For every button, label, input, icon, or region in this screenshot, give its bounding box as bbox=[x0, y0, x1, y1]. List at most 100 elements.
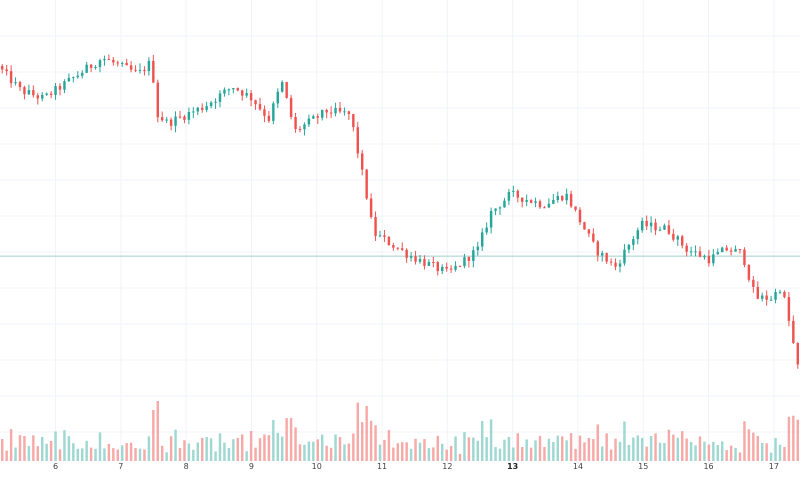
candle-body bbox=[583, 222, 586, 230]
candle-body bbox=[521, 197, 524, 202]
volume-bar bbox=[512, 447, 515, 461]
candle-body bbox=[734, 249, 737, 252]
candle-body bbox=[587, 229, 591, 234]
volume-bar bbox=[765, 443, 768, 461]
volume-bar bbox=[618, 441, 622, 461]
candle-body bbox=[432, 262, 435, 264]
volume-bar bbox=[418, 442, 422, 461]
volume-bar bbox=[1, 438, 4, 461]
candle-body bbox=[698, 251, 702, 257]
candle-body bbox=[103, 59, 106, 61]
candle-body bbox=[578, 209, 582, 223]
candle-body bbox=[236, 88, 239, 91]
candle-body bbox=[503, 200, 506, 208]
volume-bar bbox=[187, 443, 191, 461]
volume-bar bbox=[641, 437, 644, 461]
volume-bar bbox=[161, 445, 164, 461]
volume-bar bbox=[245, 451, 248, 461]
volume-bar bbox=[281, 436, 284, 461]
volume-bar bbox=[521, 447, 524, 461]
volume-bar bbox=[689, 441, 693, 461]
candle-body bbox=[609, 261, 613, 263]
candle-body bbox=[338, 107, 342, 112]
x-tick-label: 17 bbox=[769, 462, 779, 471]
volume-bar bbox=[614, 438, 617, 461]
candle-body bbox=[645, 220, 648, 227]
volume-bar bbox=[32, 435, 35, 461]
volume-bar bbox=[63, 430, 66, 461]
candle-body bbox=[183, 116, 186, 120]
candle-body bbox=[316, 116, 319, 118]
volume-bar bbox=[485, 437, 488, 461]
volume-bar bbox=[387, 430, 391, 461]
volume-bar bbox=[196, 442, 199, 461]
volume-bar bbox=[49, 440, 53, 461]
volume-bar bbox=[89, 447, 93, 461]
volume-bar bbox=[289, 417, 293, 461]
x-tick-label: 10 bbox=[312, 462, 322, 471]
x-tick-label: 9 bbox=[249, 462, 254, 471]
volume-bar bbox=[209, 438, 213, 461]
candle-body bbox=[107, 59, 111, 61]
volume-bar bbox=[392, 447, 395, 461]
candle-body bbox=[787, 297, 791, 321]
volume-bar bbox=[76, 448, 79, 461]
volume-bar bbox=[609, 449, 613, 461]
volume-bar bbox=[249, 430, 253, 461]
candle-body bbox=[263, 109, 266, 116]
candle-body bbox=[209, 102, 213, 107]
candle-body bbox=[352, 114, 355, 128]
volume-bar bbox=[129, 442, 133, 461]
candle-body bbox=[685, 245, 688, 252]
volume-bar bbox=[383, 439, 386, 461]
volume-bar bbox=[276, 432, 279, 461]
volume-bar bbox=[734, 447, 737, 461]
candle-body bbox=[547, 203, 551, 208]
volume-bar bbox=[494, 447, 497, 461]
volume-bar bbox=[463, 432, 466, 461]
volume-bar bbox=[267, 435, 271, 461]
volume-bar bbox=[67, 436, 71, 461]
volume-bar bbox=[672, 434, 675, 461]
volume-bar bbox=[663, 442, 666, 461]
volume-bar bbox=[654, 433, 657, 461]
x-tick-label: 12 bbox=[442, 462, 452, 471]
candle-body bbox=[23, 87, 26, 95]
volume-bar bbox=[636, 435, 639, 461]
candle-body bbox=[285, 82, 288, 98]
volume-bar bbox=[125, 443, 128, 461]
candle-body bbox=[94, 66, 97, 68]
volume-bar bbox=[467, 437, 471, 461]
candle-body bbox=[405, 249, 408, 258]
volume-bar bbox=[143, 449, 146, 461]
x-tick-label: 15 bbox=[638, 462, 648, 471]
volume-bar bbox=[174, 429, 177, 461]
candle-body bbox=[409, 256, 413, 258]
candle-body bbox=[778, 291, 782, 293]
volume-bar bbox=[743, 421, 746, 461]
volume-bar bbox=[565, 440, 568, 461]
volume-bar bbox=[352, 433, 355, 461]
candle-body bbox=[569, 193, 573, 207]
candle-body bbox=[258, 104, 262, 110]
candle-body bbox=[423, 259, 426, 266]
candle-body bbox=[454, 265, 457, 270]
volume-bar bbox=[178, 447, 182, 461]
candle-body bbox=[138, 69, 142, 71]
candle-body bbox=[747, 264, 751, 280]
volume-bar bbox=[298, 444, 302, 461]
volume-bar bbox=[312, 441, 315, 461]
volume-bar bbox=[498, 448, 502, 461]
volume-bar bbox=[472, 437, 475, 461]
volume-bar bbox=[769, 452, 773, 461]
volume-bar bbox=[72, 443, 75, 461]
candle-body bbox=[161, 117, 164, 121]
candle-body bbox=[538, 201, 542, 208]
volume-bar bbox=[712, 441, 715, 461]
candle-body bbox=[556, 196, 559, 201]
volume-bar bbox=[294, 427, 297, 461]
volume-bar bbox=[489, 419, 493, 461]
candle-body bbox=[218, 93, 222, 102]
volume-bar bbox=[103, 448, 106, 461]
volume-bar bbox=[329, 447, 333, 461]
